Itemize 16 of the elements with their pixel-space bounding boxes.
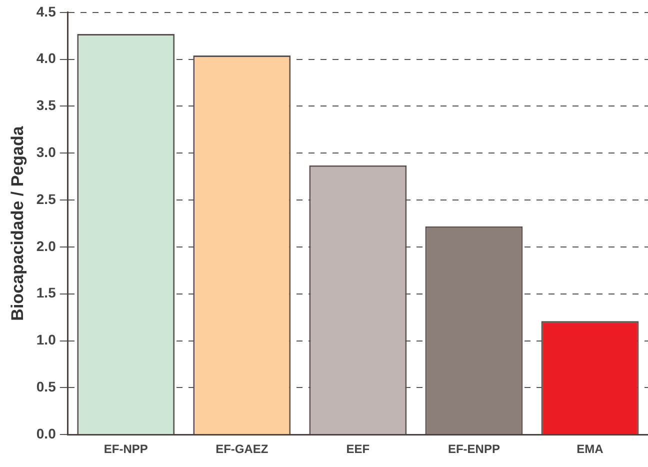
y-tick-label: 4.0	[36, 50, 56, 66]
y-tick-label: 0.0	[36, 425, 56, 442]
x-tick-label: EF-NPP	[104, 442, 148, 456]
x-tick-label: EMA	[576, 442, 604, 456]
y-tick-label: 4.5	[36, 3, 56, 20]
y-tick-label: 3.5	[36, 97, 56, 114]
y-tick-label: 1.5	[36, 284, 56, 301]
y-axis-title: Biocapacidade / Pegada	[8, 126, 27, 321]
y-tick-label: 0.5	[36, 378, 56, 395]
y-tick-label: 2.0	[36, 238, 56, 254]
x-tick-label: EF-GAEZ	[216, 442, 268, 456]
y-tick-label: 1.0	[36, 332, 56, 348]
y-tick-label: 2.5	[36, 190, 56, 207]
y-tick-label: 3.0	[36, 144, 56, 160]
x-tick-label: EF-ENPP	[448, 442, 500, 456]
x-tick-label: EEF	[346, 442, 370, 456]
